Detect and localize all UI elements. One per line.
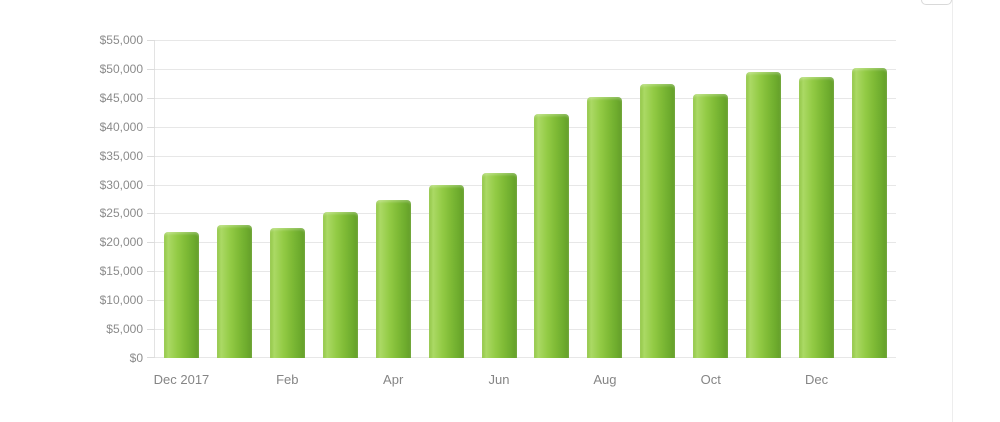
y-axis-label: $35,000 bbox=[99, 149, 143, 163]
content-divider-line bbox=[952, 0, 953, 422]
gridline-15000 bbox=[155, 271, 896, 272]
y-axis-tick-10000 bbox=[147, 300, 155, 301]
y-axis-label: $0 bbox=[129, 351, 143, 365]
y-axis-tick-30000 bbox=[147, 185, 155, 186]
y-axis-label: $10,000 bbox=[99, 293, 143, 307]
bar-mar[interactable] bbox=[322, 212, 358, 358]
x-axis-label: Feb bbox=[276, 372, 299, 387]
gridline-20000 bbox=[155, 242, 896, 243]
x-axis-label: Apr bbox=[383, 372, 404, 387]
gridline-45000 bbox=[155, 98, 896, 99]
x-axis-label: Dec 2017 bbox=[153, 372, 210, 387]
gridline-10000 bbox=[155, 300, 896, 301]
bar-oct[interactable] bbox=[693, 94, 729, 358]
gridline-0 bbox=[155, 357, 896, 358]
bar-aug[interactable] bbox=[587, 97, 623, 358]
y-axis-tick-15000 bbox=[147, 271, 155, 272]
y-axis-tick-40000 bbox=[147, 127, 155, 128]
y-axis-tick-20000 bbox=[147, 242, 155, 243]
y-axis-label: $30,000 bbox=[99, 178, 143, 192]
x-axis-label: Aug bbox=[593, 372, 617, 387]
bar-feb[interactable] bbox=[269, 228, 305, 358]
y-axis-tick-50000 bbox=[147, 69, 155, 70]
y-axis-label: $55,000 bbox=[99, 33, 143, 47]
bar-jun[interactable] bbox=[481, 173, 517, 358]
scrollbar-thumb-fragment[interactable] bbox=[921, 0, 952, 5]
x-axis-label: Jun bbox=[488, 372, 510, 387]
bar-dec[interactable] bbox=[799, 77, 835, 358]
gridline-50000 bbox=[155, 69, 896, 70]
y-axis-label: $20,000 bbox=[99, 235, 143, 249]
gridline-55000 bbox=[155, 40, 896, 41]
y-axis-label: $50,000 bbox=[99, 62, 143, 76]
column-chart: $0 $5,000 $10,000 $15,000 $20,000 $25,000 $30,… bbox=[100, 33, 896, 387]
bar-jan[interactable] bbox=[852, 68, 888, 358]
y-axis-tick-25000 bbox=[147, 213, 155, 214]
gridline-25000 bbox=[155, 213, 896, 214]
y-axis-label: $40,000 bbox=[99, 120, 143, 134]
y-axis-label: $5,000 bbox=[106, 322, 143, 336]
gridline-40000 bbox=[155, 127, 896, 128]
bar-dec-2017[interactable] bbox=[163, 232, 199, 358]
gridline-30000 bbox=[155, 185, 896, 186]
bar-may[interactable] bbox=[428, 185, 464, 358]
y-axis-tick-45000 bbox=[147, 98, 155, 99]
x-axis-label: Dec bbox=[805, 372, 829, 387]
gridline-35000 bbox=[155, 156, 896, 157]
bar-jul[interactable] bbox=[534, 114, 570, 358]
gridline-5000 bbox=[155, 329, 896, 330]
y-axis-tick-0 bbox=[147, 357, 155, 358]
y-axis-line bbox=[154, 40, 155, 358]
bar-apr[interactable] bbox=[375, 200, 411, 358]
bar-sep[interactable] bbox=[640, 84, 676, 358]
x-axis-label: Oct bbox=[700, 372, 721, 387]
bar-jan[interactable] bbox=[216, 225, 252, 358]
y-axis-tick-5000 bbox=[147, 329, 155, 330]
y-axis-label: $45,000 bbox=[99, 91, 143, 105]
y-axis-tick-55000 bbox=[147, 40, 155, 41]
y-axis-tick-35000 bbox=[147, 156, 155, 157]
y-axis-label: $15,000 bbox=[99, 264, 143, 278]
y-axis-label: $25,000 bbox=[99, 206, 143, 220]
bar-nov[interactable] bbox=[746, 72, 782, 358]
